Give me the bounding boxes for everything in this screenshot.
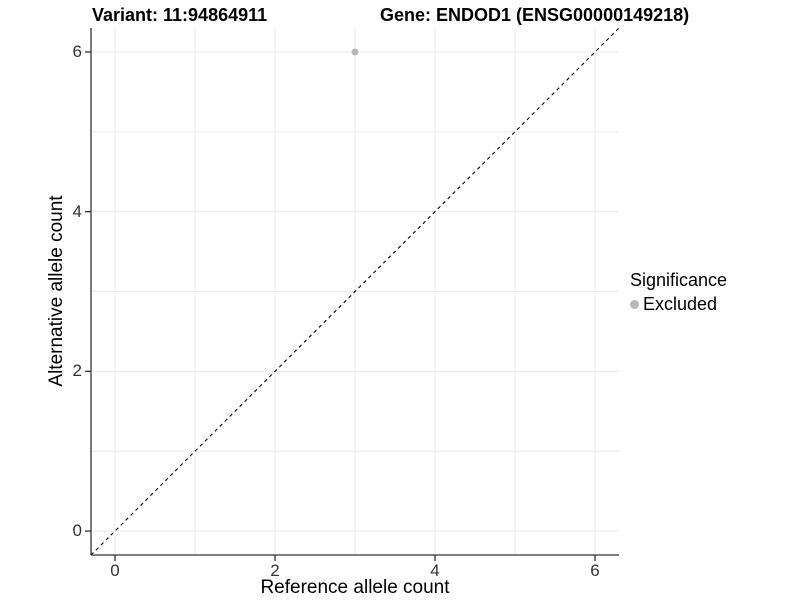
identity-reference-line [90,27,620,556]
x-tick-label: 0 [110,561,120,580]
x-tick-label: 4 [430,561,440,580]
legend-point-icon [630,300,639,309]
legend-item-excluded: Excluded [630,294,727,315]
x-axis-title: Reference allele count [260,577,450,598]
data-point [351,48,359,56]
y-tick-label: 0 [72,521,82,541]
legend-title: Significance [630,270,728,290]
x-tick-label: 2 [270,561,280,580]
gene-title: Gene: ENDOD1 (ENSG00000149218) [380,5,690,25]
legend: Significance Excluded [630,270,727,315]
y-tick-label: 4 [72,201,82,221]
y-tick-label: 2 [72,361,82,381]
legend-item-label: Excluded [643,294,718,314]
y-axis-title: Alternative allele count [46,195,67,387]
y-tick-label: 6 [72,41,82,61]
variant-title: Variant: 11:94864911 [92,5,268,25]
x-tick-label: 6 [590,561,600,580]
